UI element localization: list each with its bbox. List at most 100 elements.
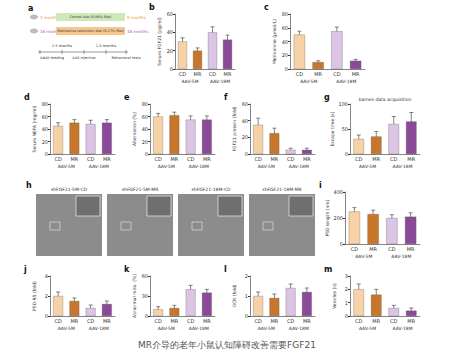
svg-text:80: 80 [142,101,148,107]
svg-text:AAV-5M: AAV-5M [158,164,175,169]
svg-text:AAV-5M: AAV-5M [258,326,275,331]
svg-text:MR: MR [303,156,311,162]
svg-text:2: 2 [45,293,48,299]
svg-text:AAV injection: AAV injection [72,56,96,60]
svg-text:CD: CD [287,318,294,324]
svg-text:j: j [23,265,27,274]
svg-text:CD: CD [390,318,397,324]
svg-text:MR: MR [407,246,415,252]
svg-text:60: 60 [167,11,173,17]
svg-text:0: 0 [285,66,288,72]
svg-text:b: b [149,3,155,12]
svg-text:CD: CD [87,318,94,324]
svg-text:20: 20 [167,48,173,54]
svg-text:1: 1 [245,293,248,299]
svg-text:MR: MR [203,156,211,162]
svg-text:4: 4 [45,273,48,279]
svg-text:30: 30 [142,293,148,299]
svg-text:CD: CD [54,156,61,162]
svg-text:Serum NEFA (mg/ml): Serum NEFA (mg/ml) [32,105,37,152]
svg-text:AAV-5M: AAV-5M [300,79,317,84]
svg-text:40: 40 [282,39,288,45]
svg-text:CD: CD [54,318,61,324]
svg-text:AAV-5M: AAV-5M [355,254,372,259]
svg-text:CD: CD [187,156,194,162]
svg-text:40: 40 [167,29,173,35]
svg-text:MR: MR [103,156,111,162]
svg-text:0: 0 [345,313,348,319]
svg-text:2: 2 [245,273,248,279]
svg-text:0: 0 [245,313,248,319]
svg-text:1.5 months: 1.5 months [96,44,117,48]
svg-text:0: 0 [45,151,48,157]
svg-text:k: k [124,265,130,274]
svg-text:MR: MR [70,318,78,324]
svg-text:MR: MR [303,318,311,324]
svg-text:AAV-5M: AAV-5M [58,326,75,331]
svg-text:Serum FGF21 (pg/ml): Serum FGF21 (pg/ml) [157,17,162,66]
svg-text:l: l [224,265,227,274]
svg-text:AAV-18M: AAV-18M [189,326,209,331]
svg-text:60: 60 [142,114,148,120]
svg-text:CD: CD [296,71,303,77]
svg-text:d: d [24,93,30,102]
svg-text:20: 20 [282,52,288,58]
svg-text:OCR (fold): OCR (fold) [232,284,237,307]
svg-text:1.5 months: 1.5 months [52,44,73,48]
svg-text:AAV-18M: AAV-18M [89,164,109,169]
svg-text:60: 60 [242,101,248,107]
svg-text:80: 80 [42,101,48,107]
svg-text:CD: CD [254,318,261,324]
svg-text:MR: MR [103,318,111,324]
svg-text:0: 0 [245,151,248,157]
svg-text:shFGF21-18M-MR: shFGF21-18M-MR [262,187,301,192]
svg-text:AAV-18M: AAV-18M [289,326,309,331]
svg-text:MR介导的老年小鼠认知障碍改善需要FGF21: MR介导的老年小鼠认知障碍改善需要FGF21 [138,340,316,350]
svg-text:CD: CD [351,246,358,252]
svg-text:Escape time (s): Escape time (s) [330,111,335,146]
svg-text:Methionine (μmol/L): Methionine (μmol/L) [272,19,277,64]
svg-text:20: 20 [42,139,48,145]
svg-text:CD: CD [333,71,340,77]
svg-text:f: f [224,93,228,102]
svg-text:MR: MR [70,156,78,162]
svg-text:CD: CD [154,156,161,162]
svg-text:shFGF21-5M-MR: shFGF21-5M-MR [122,187,159,192]
svg-text:400: 400 [333,189,343,195]
svg-text:MR: MR [170,156,178,162]
svg-text:MR: MR [203,318,211,324]
svg-text:CD: CD [390,156,397,162]
svg-text:AAV-5M: AAV-5M [58,164,75,169]
svg-text:CD: CD [355,156,362,162]
svg-text:CD: CD [355,318,362,324]
svg-text:AAV-18M: AAV-18M [89,326,109,331]
svg-text:AAV-18M: AAV-18M [189,164,209,169]
svg-text:CD: CD [254,156,261,162]
svg-text:MR: MR [369,246,377,252]
svg-text:0: 0 [145,313,148,319]
svg-text:a: a [28,4,33,13]
svg-text:3: 3 [345,273,348,279]
svg-text:60: 60 [282,25,288,31]
svg-text:MR: MR [270,318,278,324]
svg-text:Alternation (%): Alternation (%) [132,112,137,146]
svg-text:AAV-5M: AAV-5M [158,326,175,331]
svg-text:MR: MR [372,318,380,324]
svg-text:i: i [319,181,322,190]
svg-text:18 months: 18 months [127,29,148,34]
svg-text:80: 80 [282,11,288,17]
svg-text:CD: CD [154,318,161,324]
svg-text:0: 0 [45,313,48,319]
svg-text:CD: CD [187,318,194,324]
svg-text:MR: MR [407,156,415,162]
svg-text:c: c [264,3,269,12]
svg-text:60: 60 [142,273,148,279]
svg-text:PSD-95 (fold): PSD-95 (fold) [32,281,37,311]
svg-text:MR: MR [372,156,380,162]
svg-text:barnes data acquisition: barnes data acquisition [359,97,412,102]
svg-text:FGF21 protein (fold): FGF21 protein (fold) [232,106,237,151]
svg-text:100: 100 [338,101,348,107]
svg-text:CD: CD [179,71,186,77]
svg-text:shFGF21-18M-CD: shFGF21-18M-CD [191,187,231,192]
svg-text:40: 40 [142,126,148,132]
